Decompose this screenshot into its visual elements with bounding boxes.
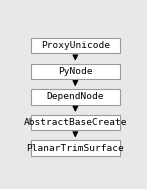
Text: ProxyUnicode: ProxyUnicode [41,41,110,50]
FancyBboxPatch shape [31,89,120,105]
FancyBboxPatch shape [31,115,120,130]
Text: PyNode: PyNode [58,67,93,76]
FancyBboxPatch shape [31,64,120,79]
Text: AbstractBaseCreate: AbstractBaseCreate [24,118,127,127]
Text: DependNode: DependNode [47,92,104,101]
FancyBboxPatch shape [31,38,120,53]
FancyBboxPatch shape [31,140,120,156]
Text: PlanarTrimSurface: PlanarTrimSurface [26,144,124,153]
